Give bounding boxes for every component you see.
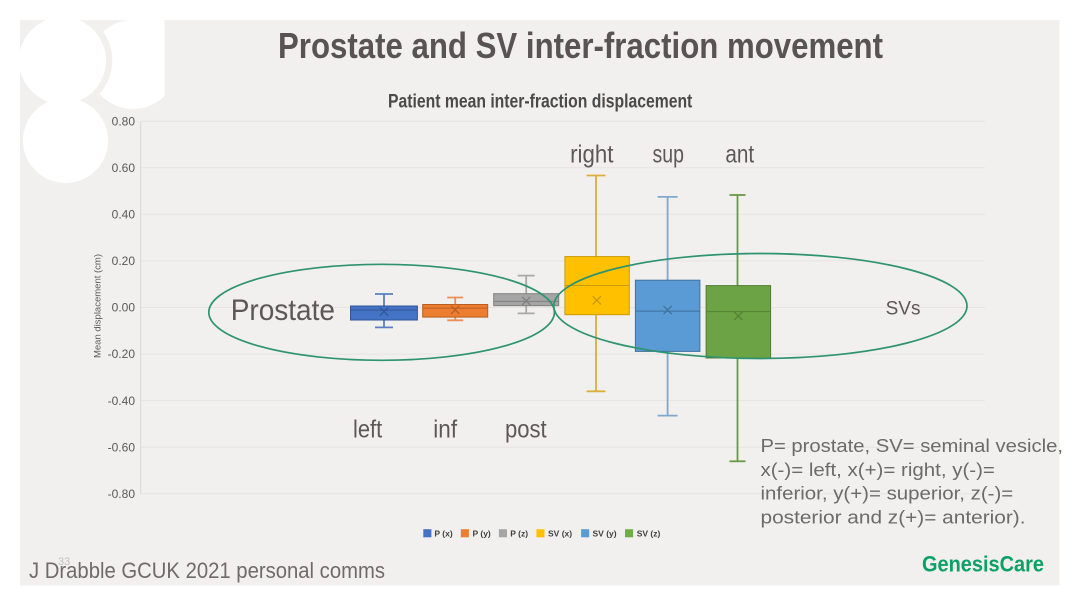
svg-text:SV (y): SV (y) [593,529,617,539]
svg-text:ant: ant [725,141,754,169]
svg-text:SV (z): SV (z) [637,529,661,539]
svg-text:Mean displacement (cm): Mean displacement (cm) [93,254,104,358]
svg-text:-0.80: -0.80 [108,487,136,501]
svg-text:Prostate: Prostate [231,294,335,327]
svg-text:0.80: 0.80 [112,115,136,129]
svg-text:P (y): P (y) [473,529,491,539]
svg-text:sup: sup [653,141,684,169]
svg-text:-0.60: -0.60 [108,440,136,454]
svg-text:inferior, y(+)= superior, z(-): inferior, y(+)= superior, z(-)= [761,484,1014,504]
svg-text:0.20: 0.20 [112,254,136,268]
svg-text:Patient mean inter-fraction di: Patient mean inter-fraction displacement [388,91,693,112]
svg-text:Prostate and SV inter-fraction: Prostate and SV inter-fraction movement [278,25,883,66]
svg-text:33: 33 [58,556,70,568]
svg-text:GenesisCare: GenesisCare [922,552,1044,577]
svg-text:-0.20: -0.20 [108,347,136,361]
svg-text:P= prostate, SV= seminal vesic: P= prostate, SV= seminal vesicle, [761,436,1064,456]
svg-text:x(-)= left, x(+)= right, y(-)=: x(-)= left, x(+)= right, y(-)= [761,460,995,480]
svg-text:SVs: SVs [886,299,921,320]
svg-text:posterior and z(+)= anterior).: posterior and z(+)= anterior). [761,508,1026,528]
svg-text:0.60: 0.60 [112,161,136,175]
svg-text:post: post [505,416,547,444]
svg-text:left: left [353,416,382,444]
svg-text:P (x): P (x) [434,529,452,539]
svg-text:inf: inf [433,416,457,444]
svg-text:-0.40: -0.40 [108,394,136,408]
svg-text:0.00: 0.00 [112,301,136,315]
svg-text:0.40: 0.40 [112,208,136,222]
svg-text:P (z): P (z) [510,529,528,539]
svg-text:J Drabble GCUK 2021 personal c: J Drabble GCUK 2021 personal comms [29,558,385,583]
svg-text:SV (x): SV (x) [548,529,572,539]
svg-text:right: right [570,141,613,169]
